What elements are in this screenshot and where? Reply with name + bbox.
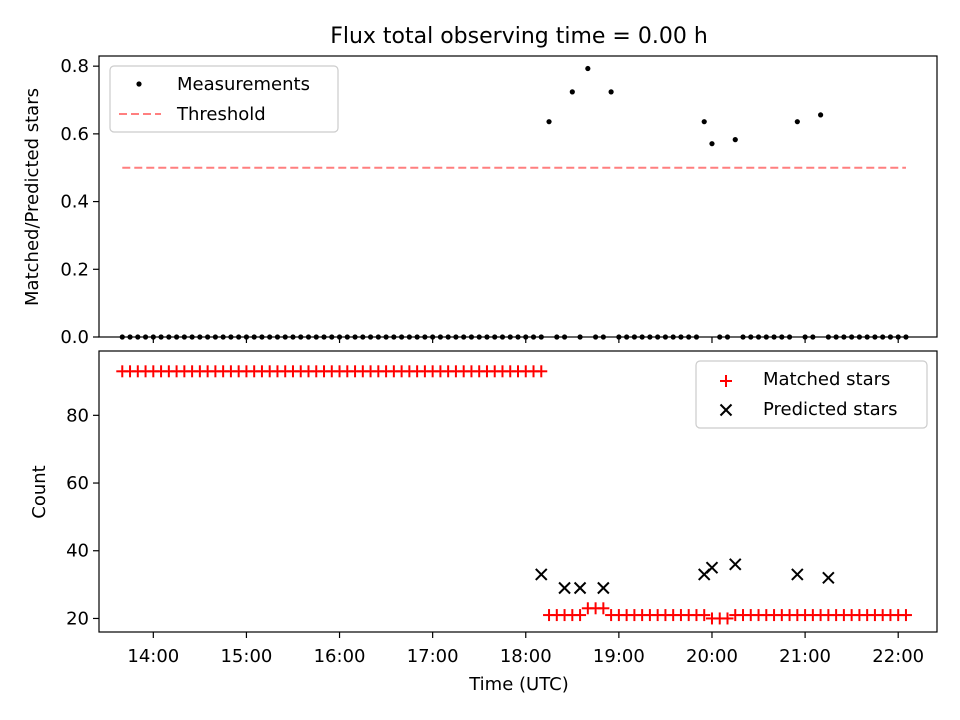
bottom-xtick-label: 21:00 bbox=[779, 646, 831, 667]
matched-star-point bbox=[535, 365, 548, 378]
legend-label-measurements: Measurements bbox=[177, 74, 310, 95]
legend-marker-matched bbox=[720, 375, 732, 387]
bottom-xtick-label: 17:00 bbox=[407, 646, 459, 667]
matched-star-point bbox=[899, 609, 912, 622]
bottom-legend: Matched stars Predicted stars bbox=[695, 360, 928, 429]
top-ytick-label: 0.8 bbox=[60, 56, 89, 77]
matched-star-point bbox=[574, 609, 587, 622]
legend-label-threshold: Threshold bbox=[176, 104, 266, 125]
bottom-ytick-label: 80 bbox=[66, 405, 89, 426]
bottom-ytick-label: 20 bbox=[66, 608, 89, 629]
bottom-xtick-label: 19:00 bbox=[593, 646, 645, 667]
legend-label-predicted: Predicted stars bbox=[763, 399, 897, 420]
figure-title: Flux total observing time = 0.00 h bbox=[330, 24, 708, 49]
bottom-panel: Count 20 40 60 80 14:00 15:00 16:00 17:00 18:00 1… bbox=[29, 350, 938, 695]
predicted-star-point bbox=[558, 581, 571, 595]
predicted-star-point bbox=[573, 581, 587, 595]
legend-marker-measurements bbox=[136, 81, 142, 87]
top-axes-frame bbox=[98, 55, 938, 338]
bottom-xtick-label: 20:00 bbox=[686, 646, 738, 667]
bottom-ytick-label: 40 bbox=[66, 541, 89, 562]
measurement-point bbox=[701, 119, 707, 125]
predicted-star-point bbox=[597, 581, 610, 595]
predicted-star-point bbox=[705, 561, 719, 574]
top-ytick-label: 0.0 bbox=[60, 327, 89, 348]
top-y-ticks: 0.0 0.2 0.4 0.6 0.8 bbox=[60, 56, 899, 348]
bottom-ylabel: Count bbox=[29, 465, 50, 518]
measurement-point bbox=[585, 65, 591, 72]
top-legend-box bbox=[109, 65, 339, 133]
measurement-point bbox=[569, 89, 575, 95]
bottom-xtick-label: 22:00 bbox=[872, 646, 924, 667]
bottom-series-layer bbox=[116, 365, 912, 625]
bottom-legend-box bbox=[695, 360, 928, 429]
measurement-point bbox=[709, 141, 715, 147]
measurement-point bbox=[732, 137, 738, 143]
predicted-star-point bbox=[791, 568, 804, 581]
bottom-xtick-label: 18:00 bbox=[500, 646, 552, 667]
bottom-ytick-label: 60 bbox=[66, 473, 89, 494]
measurement-point bbox=[546, 119, 552, 125]
top-ylabel: Matched/Predicted stars bbox=[22, 88, 43, 306]
bottom-xtick-label: 16:00 bbox=[314, 646, 366, 667]
bottom-axes-frame bbox=[98, 350, 938, 633]
bottom-xtick-label: 15:00 bbox=[220, 646, 272, 667]
predicted-star-point bbox=[822, 571, 835, 585]
top-ytick-label: 0.4 bbox=[60, 192, 89, 213]
bottom-xtick-label: 14:00 bbox=[127, 646, 179, 667]
top-ytick-label: 0.6 bbox=[60, 124, 89, 145]
top-panel: Matched/Predicted stars 0.00.20.40.60.8 … bbox=[22, 55, 938, 348]
top-ytick-label: 0.2 bbox=[60, 259, 89, 280]
predicted-star-point bbox=[729, 558, 742, 571]
legend-label-matched: Matched stars bbox=[763, 369, 890, 390]
matched-star-point bbox=[698, 609, 711, 622]
matched-star-point bbox=[597, 602, 610, 615]
predicted-star-point bbox=[535, 568, 548, 581]
bottom-ticks: 20 40 60 80 14:00 15:00 16:00 17:00 18:00 19:00 20… bbox=[66, 405, 924, 667]
bottom-xlabel: Time (UTC) bbox=[468, 674, 569, 695]
legend-marker-predicted bbox=[719, 403, 733, 417]
measurement-point bbox=[818, 112, 824, 118]
top-legend: Measurements Threshold bbox=[109, 65, 339, 133]
measurement-point bbox=[794, 119, 800, 125]
matched-star-point bbox=[721, 612, 734, 625]
measurement-point bbox=[608, 89, 614, 95]
